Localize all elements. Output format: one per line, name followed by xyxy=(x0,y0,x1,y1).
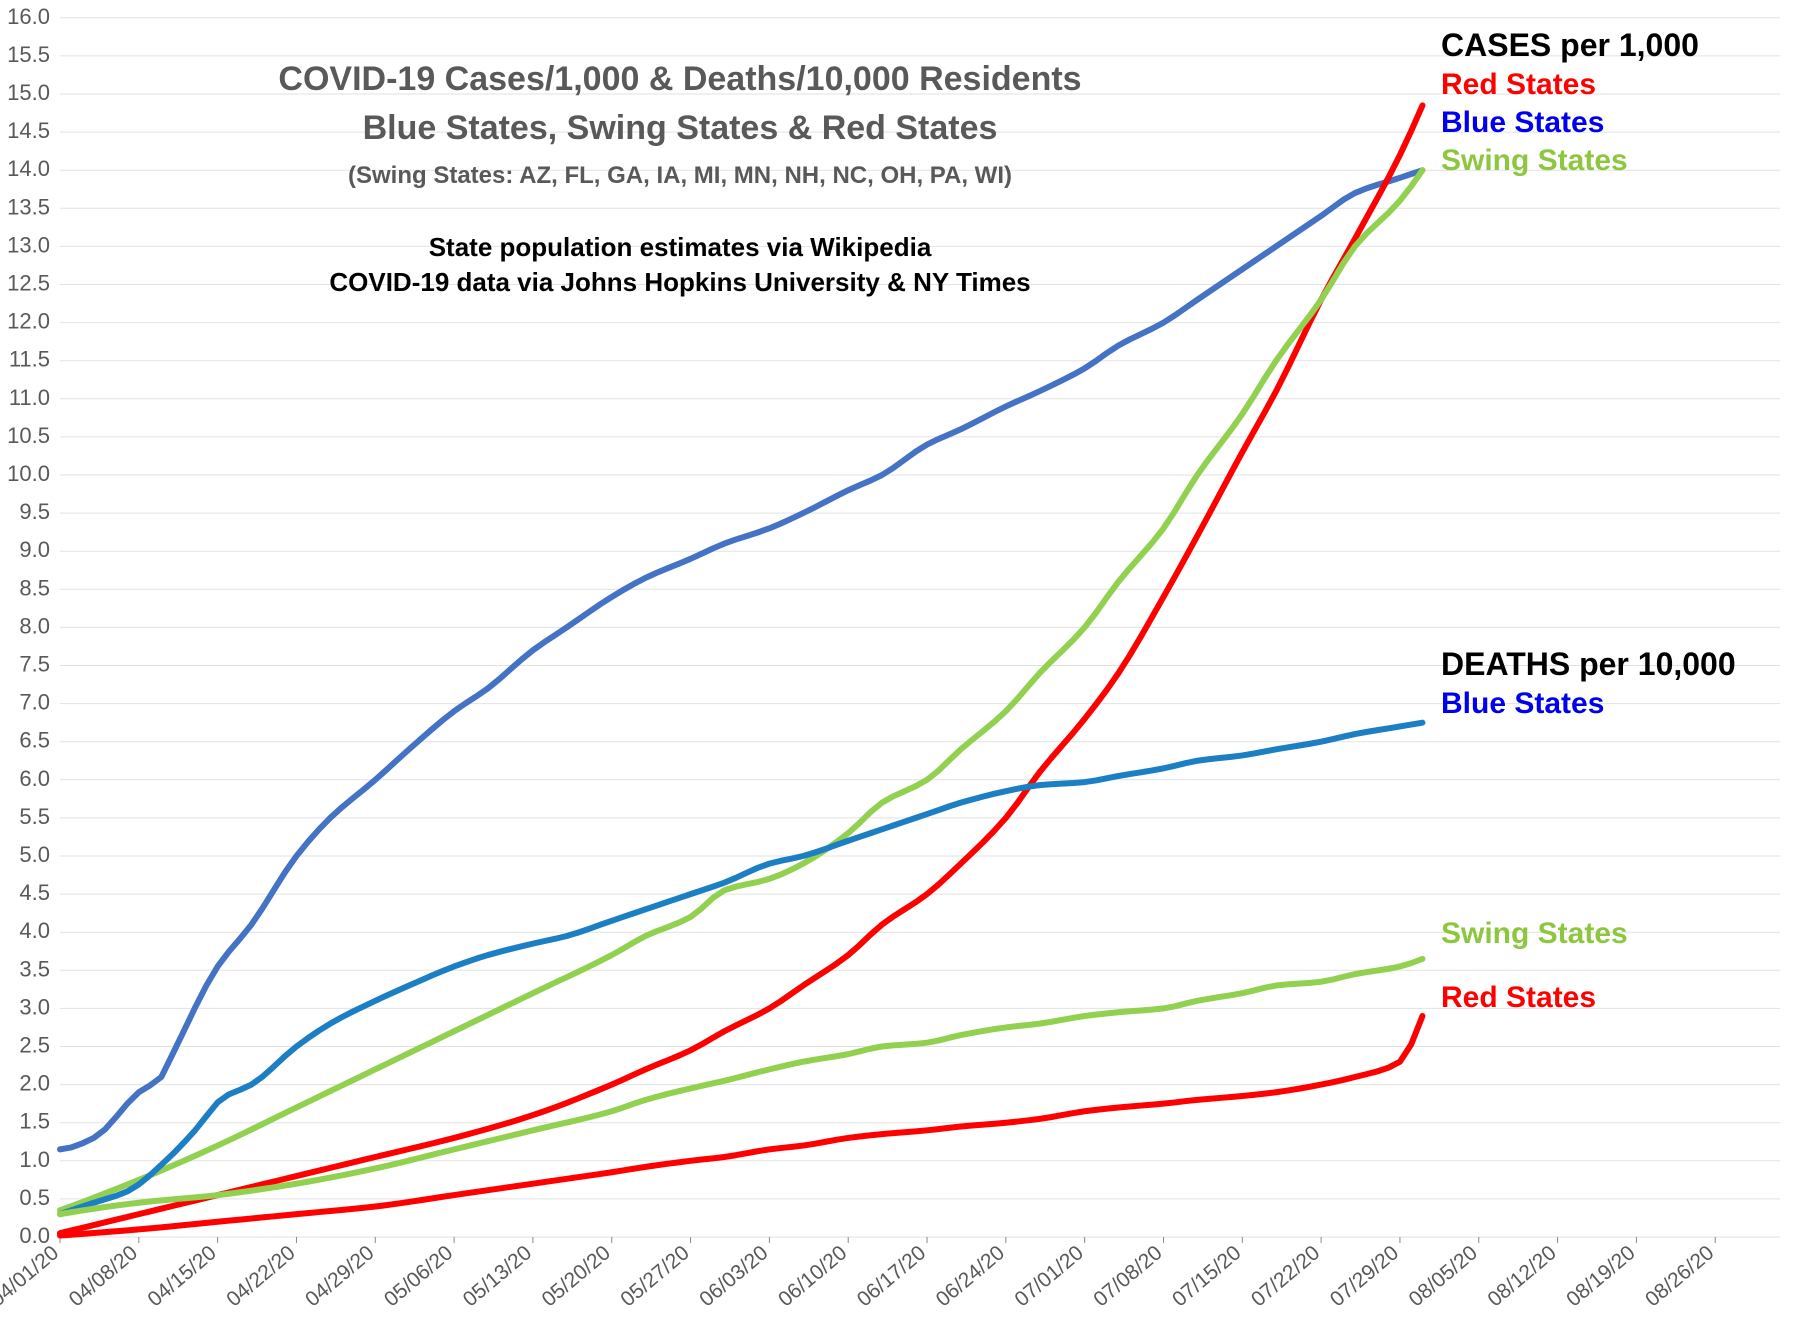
svg-text:7.5: 7.5 xyxy=(19,652,50,677)
svg-text:8.0: 8.0 xyxy=(19,613,50,638)
svg-text:11.0: 11.0 xyxy=(9,385,50,410)
svg-text:14.0: 14.0 xyxy=(7,156,50,181)
svg-text:5.0: 5.0 xyxy=(19,842,50,867)
svg-text:15.5: 15.5 xyxy=(7,42,50,67)
svg-text:1.5: 1.5 xyxy=(19,1109,50,1134)
svg-text:5.5: 5.5 xyxy=(19,804,50,829)
svg-text:2.5: 2.5 xyxy=(19,1033,50,1058)
svg-text:3.0: 3.0 xyxy=(19,994,50,1019)
svg-text:6.0: 6.0 xyxy=(19,766,50,791)
svg-text:3.5: 3.5 xyxy=(19,956,50,981)
svg-text:16.0: 16.0 xyxy=(7,4,50,29)
svg-text:4.0: 4.0 xyxy=(19,918,50,943)
svg-text:10.5: 10.5 xyxy=(7,423,50,448)
svg-text:10.0: 10.0 xyxy=(7,461,50,486)
svg-text:1.0: 1.0 xyxy=(19,1147,50,1172)
svg-text:9.0: 9.0 xyxy=(19,537,50,562)
svg-text:7.0: 7.0 xyxy=(19,690,50,715)
svg-text:12.5: 12.5 xyxy=(7,271,50,296)
svg-text:12.0: 12.0 xyxy=(7,309,50,334)
svg-text:4.5: 4.5 xyxy=(19,880,50,905)
svg-text:9.5: 9.5 xyxy=(19,499,50,524)
svg-text:0.5: 0.5 xyxy=(19,1185,50,1210)
svg-text:13.0: 13.0 xyxy=(7,232,50,257)
svg-text:14.5: 14.5 xyxy=(7,118,50,143)
svg-text:8.5: 8.5 xyxy=(19,575,50,600)
svg-text:13.5: 13.5 xyxy=(7,194,50,219)
svg-text:6.5: 6.5 xyxy=(19,728,50,753)
svg-text:15.0: 15.0 xyxy=(7,80,50,105)
svg-text:11.5: 11.5 xyxy=(9,347,50,372)
svg-text:2.0: 2.0 xyxy=(19,1071,50,1096)
